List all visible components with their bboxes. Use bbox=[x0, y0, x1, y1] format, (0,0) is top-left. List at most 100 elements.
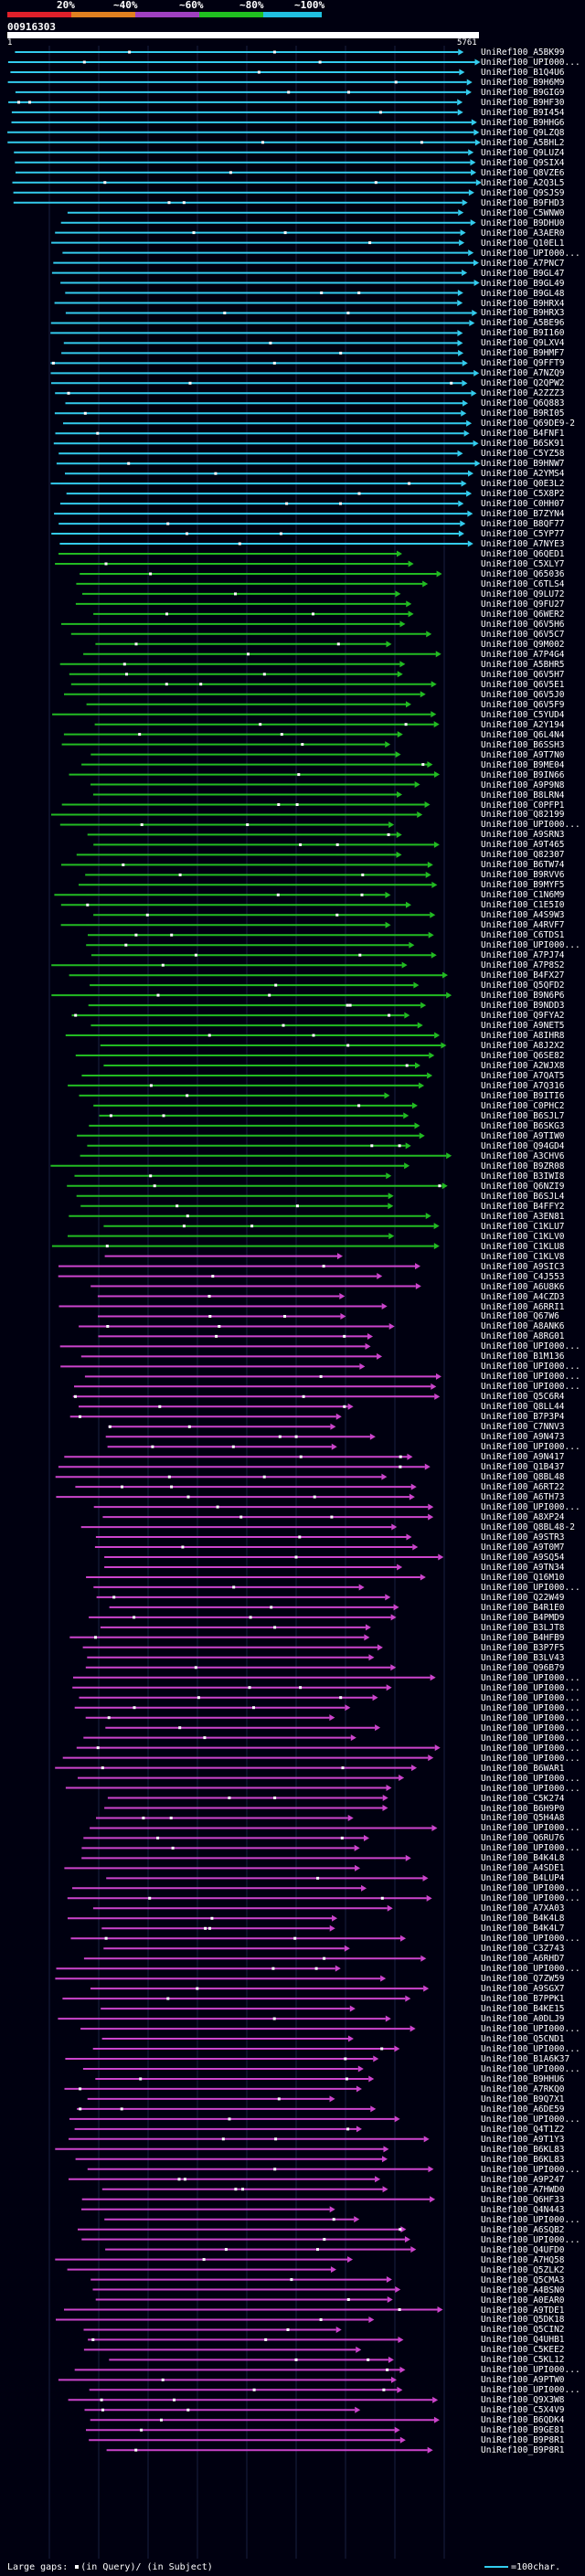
hit-label[interactable]: UniRef100_B4FFY2 bbox=[481, 1201, 565, 1212]
hit-label[interactable]: UniRef100_Q9LXV4 bbox=[481, 338, 565, 349]
hit-label[interactable]: UniRef100_B9GL48 bbox=[481, 288, 565, 299]
hit-label[interactable]: UniRef100_B9P8R1 bbox=[481, 2445, 565, 2456]
hit-label[interactable]: UniRef100_B9HF30 bbox=[481, 97, 565, 108]
hit-label[interactable]: UniRef100_A8XP24 bbox=[481, 1512, 565, 1523]
hit-label[interactable]: UniRef100_B9RI05 bbox=[481, 408, 565, 419]
hit-label[interactable]: UniRef100_Q6Q883 bbox=[481, 398, 565, 409]
hit-label[interactable]: UniRef100_Q4N443 bbox=[481, 2204, 565, 2215]
hit-label[interactable]: UniRef100_B8LRN4 bbox=[481, 790, 565, 800]
hit-label[interactable]: UniRef100_B4K4L8 bbox=[481, 1913, 565, 1924]
hit-label[interactable]: UniRef100_C5KEE2 bbox=[481, 2345, 565, 2356]
hit-label[interactable]: UniRef100_B3LV43 bbox=[481, 1652, 565, 1663]
hit-label[interactable]: UniRef100_A4SDE1 bbox=[481, 1863, 565, 1874]
hit-label[interactable]: UniRef100_B9N6P6 bbox=[481, 991, 565, 1002]
hit-label[interactable]: UniRef100_A6RRI1 bbox=[481, 1301, 565, 1312]
hit-label[interactable]: UniRef100_Q6NZI9 bbox=[481, 1181, 565, 1192]
hit-label[interactable]: UniRef100_Q9LZQ8 bbox=[481, 127, 565, 138]
hit-label[interactable]: UniRef100_C0PFP1 bbox=[481, 800, 565, 811]
hit-label[interactable]: UniRef100_Q6WER2 bbox=[481, 609, 565, 620]
hit-label[interactable]: UniRef100_Q6V5E1 bbox=[481, 679, 565, 690]
hit-label[interactable]: UniRef100_A2YMS4 bbox=[481, 469, 565, 480]
hit-label[interactable]: UniRef100_UPI000... bbox=[481, 2024, 580, 2035]
hit-label[interactable]: UniRef100_A9TN34 bbox=[481, 1562, 565, 1573]
hit-label[interactable]: UniRef100_B4K4L7 bbox=[481, 1924, 565, 1935]
hit-label[interactable]: UniRef100_Q96B79 bbox=[481, 1662, 565, 1673]
hit-label[interactable]: UniRef100_UPI000... bbox=[481, 2114, 580, 2125]
hit-label[interactable]: UniRef100_C3Z743 bbox=[481, 1944, 565, 1955]
hit-label[interactable]: UniRef100_UPI000... bbox=[481, 1672, 580, 1683]
hit-label[interactable]: UniRef100_A2Y194 bbox=[481, 719, 565, 730]
hit-label[interactable]: UniRef100_A5BHR5 bbox=[481, 659, 565, 670]
hit-label[interactable]: UniRef100_B3LJT8 bbox=[481, 1622, 565, 1633]
hit-label[interactable]: UniRef100_UPI000... bbox=[481, 1964, 580, 1975]
hit-label[interactable]: UniRef100_B9HMF7 bbox=[481, 348, 565, 359]
hit-label[interactable]: UniRef100_A5BE96 bbox=[481, 318, 565, 329]
hit-label[interactable]: UniRef100_B4PMD9 bbox=[481, 1612, 565, 1623]
hit-label[interactable]: UniRef100_Q22W49 bbox=[481, 1592, 565, 1603]
hit-label[interactable]: UniRef100_Q9FU27 bbox=[481, 599, 565, 610]
hit-label[interactable]: UniRef100_A7P8S2 bbox=[481, 960, 565, 971]
hit-label[interactable]: UniRef100_UPI000... bbox=[481, 1773, 580, 1784]
hit-label[interactable]: UniRef100_B6KL83 bbox=[481, 2154, 565, 2165]
hit-label[interactable]: UniRef100_UPI000... bbox=[481, 57, 580, 68]
hit-label[interactable]: UniRef100_B4R1E0 bbox=[481, 1602, 565, 1613]
hit-label[interactable]: UniRef100_Q6SE82 bbox=[481, 1051, 565, 1061]
hit-label[interactable]: UniRef100_Q9SJS9 bbox=[481, 187, 565, 198]
hit-label[interactable]: UniRef100_C6TLS4 bbox=[481, 578, 565, 589]
hit-label[interactable]: UniRef100_B4FX27 bbox=[481, 970, 565, 981]
hit-label[interactable]: UniRef100_B9HNW7 bbox=[481, 459, 565, 470]
hit-label[interactable]: UniRef100_B9FHD3 bbox=[481, 197, 565, 208]
hit-label[interactable]: UniRef100_Q8BL48 bbox=[481, 1472, 565, 1483]
hit-label[interactable]: UniRef100_Q6HF33 bbox=[481, 2194, 565, 2205]
hit-label[interactable]: UniRef100_B9GL47 bbox=[481, 268, 565, 279]
hit-label[interactable]: UniRef100_UPI000... bbox=[481, 2164, 580, 2175]
hit-label[interactable]: UniRef100_Q65036 bbox=[481, 568, 565, 579]
hit-label[interactable]: UniRef100_UPI000... bbox=[481, 2234, 580, 2245]
hit-label[interactable]: UniRef100_Q5QFD2 bbox=[481, 981, 565, 991]
hit-label[interactable]: UniRef100_A7HQ58 bbox=[481, 2254, 565, 2265]
hit-label[interactable]: UniRef100_B9ZR08 bbox=[481, 1161, 565, 1171]
hit-label[interactable]: UniRef100_Q9X3W8 bbox=[481, 2395, 565, 2406]
hit-label[interactable]: UniRef100_A9SGX7 bbox=[481, 1984, 565, 1995]
hit-label[interactable]: UniRef100_Q5CND1 bbox=[481, 2034, 565, 2045]
hit-label[interactable]: UniRef100_A9N473 bbox=[481, 1432, 565, 1443]
hit-label[interactable]: UniRef100_Q7ZW59 bbox=[481, 1974, 565, 1985]
hit-label[interactable]: UniRef100_B9HRX3 bbox=[481, 308, 565, 319]
hit-label[interactable]: UniRef100_A9SIC3 bbox=[481, 1261, 565, 1272]
hit-label[interactable]: UniRef100_UPI000... bbox=[481, 2385, 580, 2396]
hit-label[interactable]: UniRef100_B1A6K37 bbox=[481, 2054, 570, 2064]
hit-label[interactable]: UniRef100_Q4UFD0 bbox=[481, 2244, 565, 2255]
hit-label[interactable]: UniRef100_B9H6M9 bbox=[481, 77, 565, 88]
hit-label[interactable]: UniRef100_B7P3P4 bbox=[481, 1412, 565, 1423]
hit-label[interactable]: UniRef100_A7PJ74 bbox=[481, 950, 565, 961]
hit-label[interactable]: UniRef100_A7XA03 bbox=[481, 1903, 565, 1914]
hit-label[interactable]: UniRef100_B3P7F5 bbox=[481, 1642, 565, 1653]
hit-label[interactable]: UniRef100_UPI000... bbox=[481, 248, 580, 259]
hit-label[interactable]: UniRef100_Q10EL1 bbox=[481, 238, 565, 249]
hit-label[interactable]: UniRef100_A6DE59 bbox=[481, 2104, 565, 2115]
hit-label[interactable]: UniRef100_UPI000... bbox=[481, 1893, 580, 1904]
hit-label[interactable]: UniRef100_Q6V5H7 bbox=[481, 669, 565, 680]
hit-label[interactable]: UniRef100_C1E5I0 bbox=[481, 900, 565, 911]
hit-label[interactable]: UniRef100_A0EAR0 bbox=[481, 2295, 565, 2306]
hit-label[interactable]: UniRef100_A6RHD7 bbox=[481, 1954, 565, 1965]
hit-label[interactable]: UniRef100_A4CZD3 bbox=[481, 1291, 565, 1302]
hit-label[interactable]: UniRef100_Q8BL48-2 bbox=[481, 1522, 575, 1533]
hit-label[interactable]: UniRef100_UPI000... bbox=[481, 1843, 580, 1854]
hit-label[interactable]: UniRef100_A9STR3 bbox=[481, 1532, 565, 1543]
hit-label[interactable]: UniRef100_B6H9P0 bbox=[481, 1803, 565, 1814]
hit-label[interactable]: UniRef100_B6SSH3 bbox=[481, 739, 565, 750]
hit-label[interactable]: UniRef100_UPI000... bbox=[481, 940, 580, 951]
hit-label[interactable]: UniRef100_B3IWI8 bbox=[481, 1171, 565, 1182]
hit-label[interactable]: UniRef100_C0HH07 bbox=[481, 499, 565, 510]
hit-label[interactable]: UniRef100_A8J2X2 bbox=[481, 1041, 565, 1052]
hit-label[interactable]: UniRef100_UPI000... bbox=[481, 1712, 580, 1723]
hit-label[interactable]: UniRef100_Q69DE9-2 bbox=[481, 419, 575, 429]
hit-label[interactable]: UniRef100_B9NDD3 bbox=[481, 1001, 565, 1012]
hit-label[interactable]: UniRef100_A9TIW0 bbox=[481, 1130, 565, 1141]
hit-label[interactable]: UniRef100_UPI000... bbox=[481, 1382, 580, 1393]
hit-label[interactable]: UniRef100_B4HFB9 bbox=[481, 1632, 565, 1643]
hit-label[interactable]: UniRef100_B9HHG6 bbox=[481, 117, 565, 128]
hit-label[interactable]: UniRef100_Q8VZE6 bbox=[481, 167, 565, 178]
hit-label[interactable]: UniRef100_B4LUP4 bbox=[481, 1873, 565, 1884]
